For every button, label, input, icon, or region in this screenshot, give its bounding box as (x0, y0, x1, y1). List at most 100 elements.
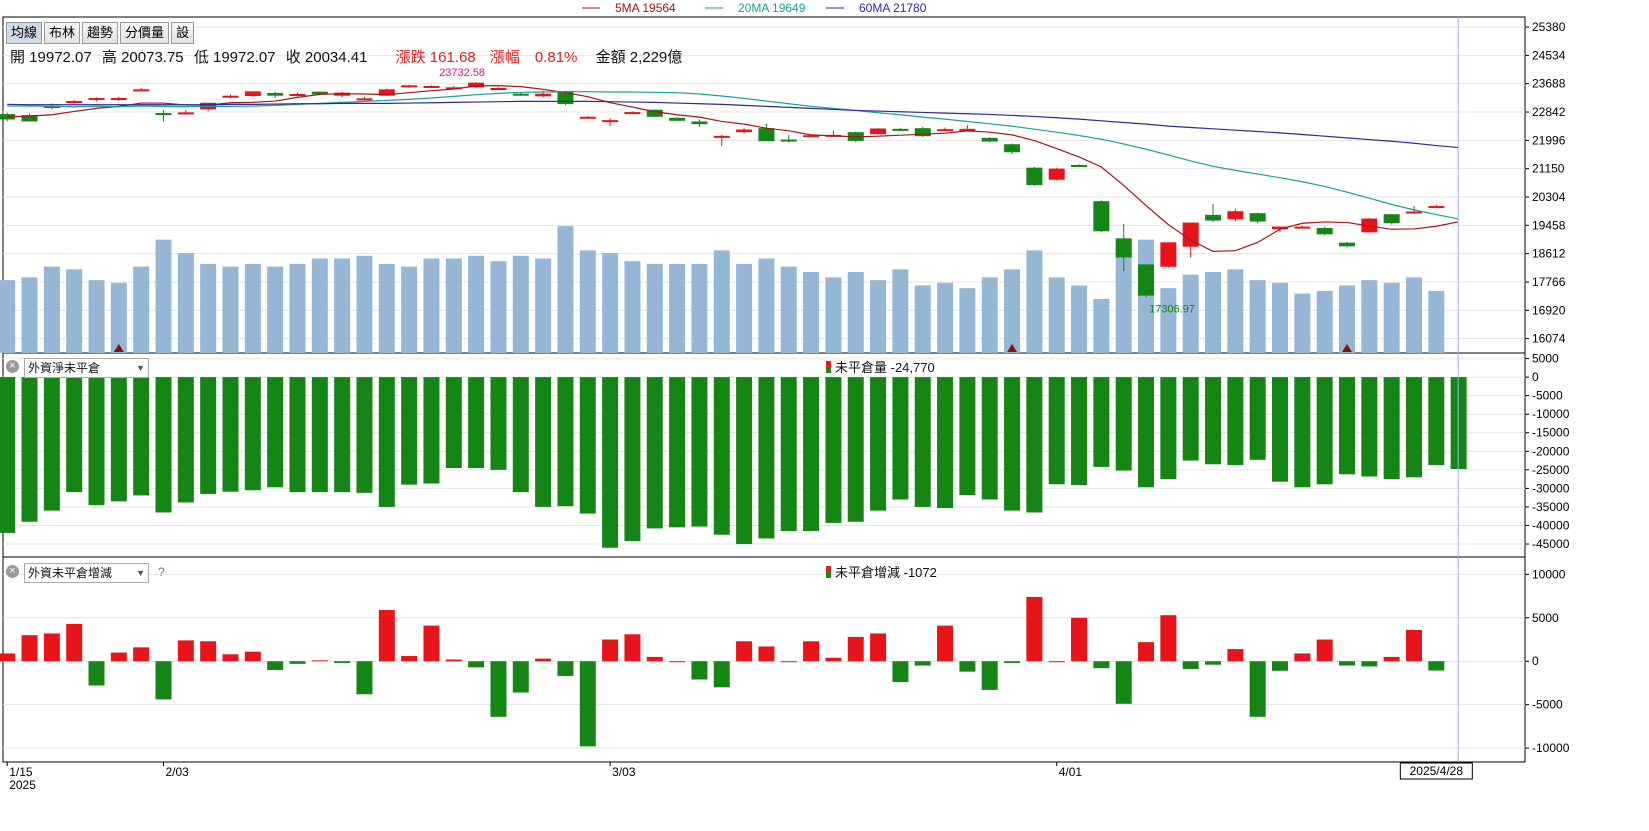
oi-bar (133, 377, 150, 496)
close-panel-icon[interactable]: × (6, 565, 19, 578)
oi-bar (155, 377, 172, 513)
y-tick-label: 25380 (1532, 20, 1566, 34)
oi-indicator-select[interactable]: 外資淨未平倉 ▼ (24, 358, 149, 378)
candle-body (133, 89, 150, 92)
oi-change-bar (557, 661, 574, 677)
oi-bar (1361, 377, 1378, 477)
oi-change-bar (624, 634, 641, 662)
oi-bar (646, 377, 663, 529)
oi-change-bar (1361, 661, 1378, 667)
volume-bar (1272, 282, 1289, 353)
amount-value: 金額 2,229億 (595, 49, 683, 66)
candle-body (579, 116, 596, 119)
oi-change-bar (602, 639, 619, 662)
oi-change-bar (535, 658, 552, 662)
low-annotation: 17306.97 (1149, 303, 1195, 315)
x-tick-label: 2/03 (166, 765, 190, 779)
y-tick-label: 24534 (1532, 48, 1566, 62)
candle-body (423, 85, 440, 88)
volume-bar (155, 239, 172, 353)
oi-change-bar (1182, 661, 1199, 670)
oi-change-bar (1048, 661, 1065, 663)
oi-change-bar (222, 654, 239, 662)
volume-bar (914, 285, 931, 353)
oi-bar (1249, 377, 1266, 460)
oi-change-bar (981, 661, 998, 690)
x-tick-label: 4/01 (1059, 765, 1083, 779)
candle-body (1294, 226, 1311, 229)
oi-change-bar (736, 641, 753, 662)
candle-body (870, 128, 887, 135)
oi-bar (713, 377, 730, 535)
y-tick-label: -5000 (1532, 698, 1563, 712)
oi-bar (88, 377, 105, 506)
y-tick-label: 21996 (1532, 133, 1566, 147)
oi-bar (1160, 377, 1177, 480)
volume-bar (535, 258, 552, 353)
settings-button[interactable]: 設 (171, 22, 195, 44)
y-tick-label: 23688 (1532, 77, 1566, 91)
y-tick-label: -30000 (1532, 481, 1570, 495)
volume-bar (870, 280, 887, 353)
ma-button[interactable]: 均線 (6, 22, 43, 44)
candle-body (468, 82, 485, 88)
oi-bar (423, 377, 440, 484)
volume-bar (133, 266, 150, 353)
chevron-down-icon: ▼ (136, 363, 145, 373)
candle-body (1405, 211, 1422, 214)
volume-bar (244, 263, 261, 353)
oi-change-bar (1249, 661, 1266, 717)
candle-body (602, 120, 619, 123)
candle-body (1249, 213, 1266, 222)
volume-bar (579, 250, 596, 353)
volume-bar (512, 255, 529, 353)
oi-change-indicator-select[interactable]: 外資未平倉增減 ▼ (24, 563, 149, 583)
trend-button[interactable]: 趨勢 (82, 22, 119, 44)
candle-body (1071, 164, 1088, 167)
oi-change-bar (334, 661, 351, 663)
oi-change-bar (468, 661, 485, 668)
volume-bar (200, 263, 217, 353)
y-tick-label: -40000 (1532, 518, 1570, 532)
close-panel-icon[interactable]: × (6, 360, 19, 373)
oi-bar (937, 377, 954, 509)
oi-change-bar (356, 661, 373, 695)
oi-bar (535, 377, 552, 507)
volume-bar (892, 269, 909, 353)
legend-swatch-icon (826, 360, 831, 373)
candle-body (43, 106, 60, 109)
oi-bar (1227, 377, 1244, 466)
candle-body (624, 112, 641, 115)
y-tick-label: 21150 (1532, 162, 1565, 176)
oi-bar (110, 377, 127, 502)
oi-change-bar (401, 656, 418, 662)
volume-bar (490, 261, 507, 353)
oi-change-bar (1115, 661, 1132, 704)
candle-body (646, 109, 663, 117)
oi-bar (1004, 377, 1021, 511)
volume-bar (1026, 250, 1043, 353)
y-tick-label: 16920 (1532, 303, 1566, 317)
y-tick-label: 19458 (1532, 218, 1566, 232)
volume-bar (825, 277, 842, 353)
oi-bar (512, 377, 529, 493)
candle-body (1272, 226, 1289, 230)
oi-change-bar (780, 661, 797, 663)
volume-bar (177, 253, 194, 353)
oi-change-bar (0, 653, 16, 662)
candle-body (803, 135, 820, 138)
volume-bar (1361, 280, 1378, 353)
oi-bar (870, 377, 887, 511)
oi-bar (66, 377, 83, 493)
bollinger-button[interactable]: 布林 (44, 22, 81, 44)
oi-change-bar (445, 659, 462, 662)
candle-body (1316, 227, 1333, 235)
volume-bar (1182, 274, 1199, 353)
candle-body (244, 91, 261, 97)
volume-profile-button[interactable]: 分價量 (120, 22, 170, 44)
oi-bar (758, 377, 775, 539)
oi-bar (311, 377, 328, 493)
oi-bar (1272, 377, 1289, 482)
help-icon[interactable]: ? (158, 565, 165, 579)
